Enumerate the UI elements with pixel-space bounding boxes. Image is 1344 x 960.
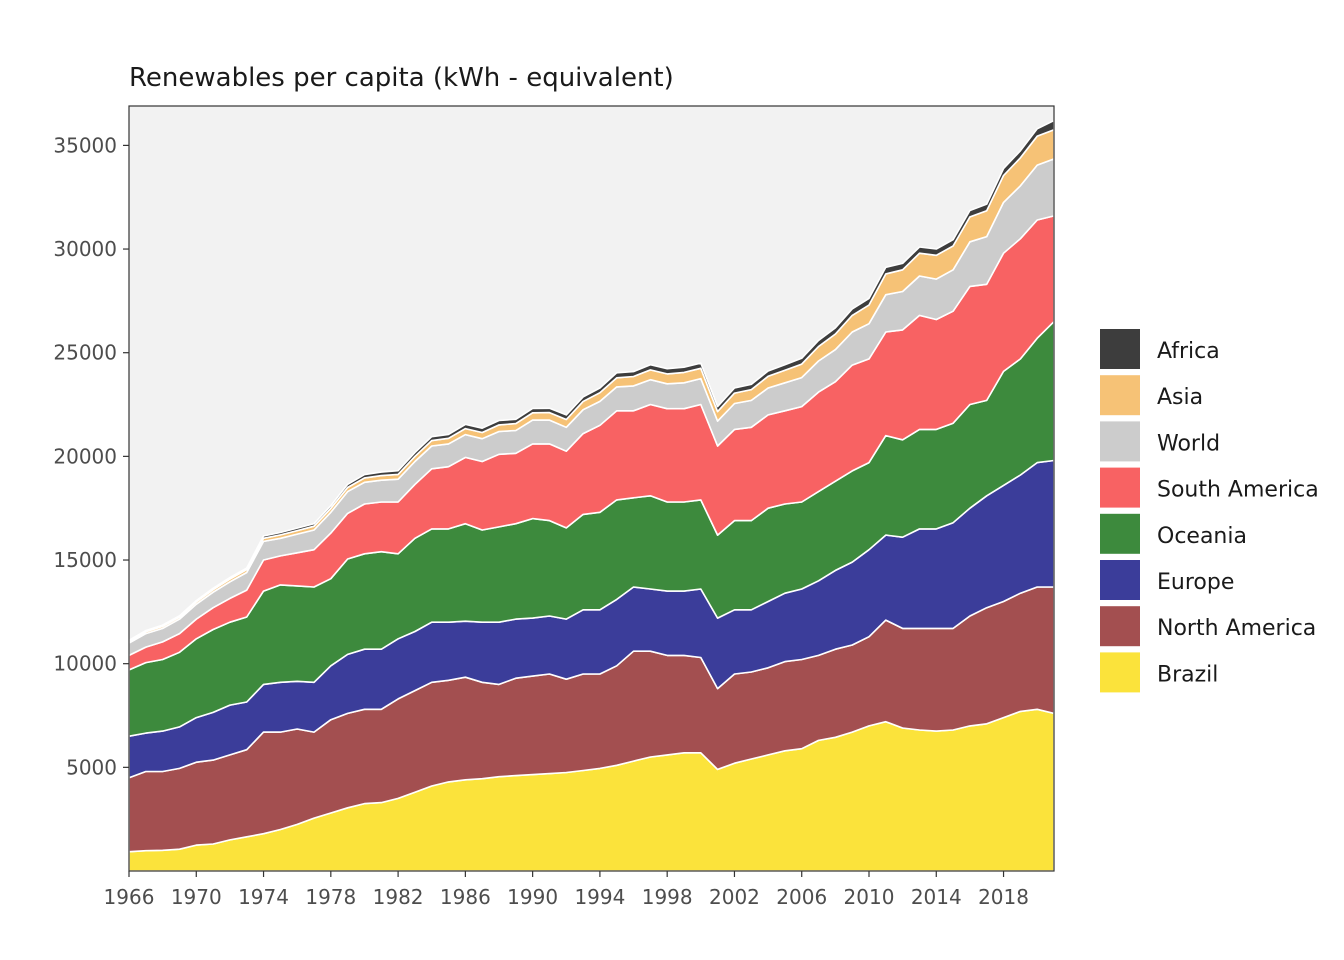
x-tick-label: 1966 bbox=[104, 885, 155, 909]
x-tick-label: 1990 bbox=[507, 885, 558, 909]
x-tick-label: 1978 bbox=[305, 885, 356, 909]
x-tick-label: 1970 bbox=[171, 885, 222, 909]
x-axis: 1966 1970 1974 1978 1982 1986 1990 1994 1998 2002… bbox=[104, 871, 1029, 909]
x-tick-label: 1994 bbox=[574, 885, 625, 909]
x-tick-label: 2014 bbox=[911, 885, 962, 909]
legend-key-north-america bbox=[1098, 604, 1142, 649]
x-tick-label: 2018 bbox=[978, 885, 1029, 909]
legend-key-europe bbox=[1098, 558, 1142, 602]
x-tick-label: 2010 bbox=[844, 885, 895, 909]
legend-label: Brazil bbox=[1157, 662, 1218, 687]
legend-key-brazil bbox=[1098, 650, 1142, 695]
legend-label: Oceania bbox=[1157, 524, 1247, 549]
y-tick-label: 15000 bbox=[53, 548, 117, 572]
legend: Africa Asia World South America Oceania Europ… bbox=[1098, 327, 1319, 695]
x-tick-label: 2002 bbox=[709, 885, 760, 909]
x-tick-label: 2006 bbox=[776, 885, 827, 909]
chart-title: Renewables per capita (kWh - equivalent) bbox=[129, 63, 674, 93]
x-tick-label: 1998 bbox=[642, 885, 693, 909]
x-tick-label: 1974 bbox=[238, 885, 289, 909]
y-tick-label: 20000 bbox=[53, 444, 117, 468]
legend-key-world bbox=[1098, 419, 1142, 464]
legend-key-oceania bbox=[1098, 511, 1142, 556]
y-tick-label: 5000 bbox=[66, 755, 117, 779]
legend-label: World bbox=[1157, 431, 1220, 456]
y-tick-label: 30000 bbox=[53, 237, 117, 261]
legend-label: North America bbox=[1157, 616, 1316, 641]
y-tick-label: 10000 bbox=[53, 652, 117, 676]
legend-label: Africa bbox=[1157, 339, 1220, 364]
plot-border bbox=[128, 105, 1055, 872]
x-tick-label: 1982 bbox=[373, 885, 424, 909]
y-tick-label: 35000 bbox=[53, 133, 117, 157]
legend-label: South America bbox=[1157, 478, 1319, 503]
x-tick-label: 1986 bbox=[440, 885, 491, 909]
legend-label: Asia bbox=[1157, 385, 1203, 410]
y-tick-label: 25000 bbox=[53, 341, 117, 365]
legend-key-africa bbox=[1098, 327, 1142, 371]
legend-key-asia bbox=[1098, 373, 1142, 418]
legend-label: Europe bbox=[1157, 570, 1234, 595]
y-axis: 5000 10000 15000 20000 25000 30000 35000 bbox=[53, 133, 129, 779]
legend-key-south-america bbox=[1098, 465, 1142, 510]
